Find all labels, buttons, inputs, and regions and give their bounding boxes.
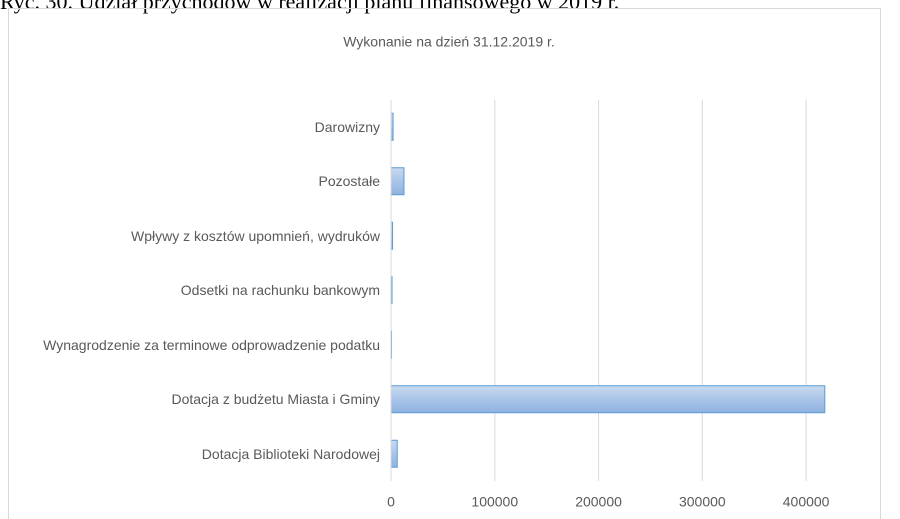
- y-tick-label: Darowizny: [314, 118, 380, 135]
- y-tick-label: Dotacja Biblioteki Narodowej: [201, 445, 380, 462]
- chart-title: Wykonanie na dzień 31.12.2019 r.: [343, 34, 555, 50]
- x-tick-label: 100000: [471, 494, 518, 510]
- x-tick-label: 0: [387, 494, 395, 510]
- y-tick-label: Odsetki na rachunku bankowym: [180, 282, 380, 299]
- y-tick-label-box: Wynagrodzenie za terminowe odprowadzenie…: [43, 335, 380, 355]
- bar: [390, 385, 826, 414]
- y-tick-label: Wynagrodzenie za terminowe odprowadzenie…: [43, 336, 380, 353]
- x-tick-label: 300000: [679, 494, 726, 510]
- x-tick-label: 200000: [575, 494, 622, 510]
- y-tick-label-box: Odsetki na rachunku bankowym: [181, 280, 380, 300]
- bar: [390, 167, 405, 196]
- y-tick-label-box: Pozostałe: [319, 171, 380, 191]
- y-tick-label-box: Dotacja Biblioteki Narodowej: [202, 444, 380, 464]
- caption: Ryc. 30. Udział przychodów w realizacji …: [0, 0, 620, 14]
- x-tick-label: 400000: [783, 494, 830, 510]
- y-tick-label-box: Dotacja z budżetu Miasta i Gminy: [171, 389, 380, 409]
- y-tick-label: Pozostałe: [318, 173, 380, 190]
- y-tick-label: Wpływy z kosztów upomnień, wydruków: [131, 227, 380, 244]
- bar: [390, 439, 398, 468]
- y-tick-label-box: Darowizny: [315, 117, 380, 137]
- y-tick-label: Dotacja z budżetu Miasta i Gminy: [171, 391, 380, 408]
- y-tick-label-box: Wpływy z kosztów upomnień, wydruków: [131, 226, 380, 246]
- chart-border: [8, 8, 881, 519]
